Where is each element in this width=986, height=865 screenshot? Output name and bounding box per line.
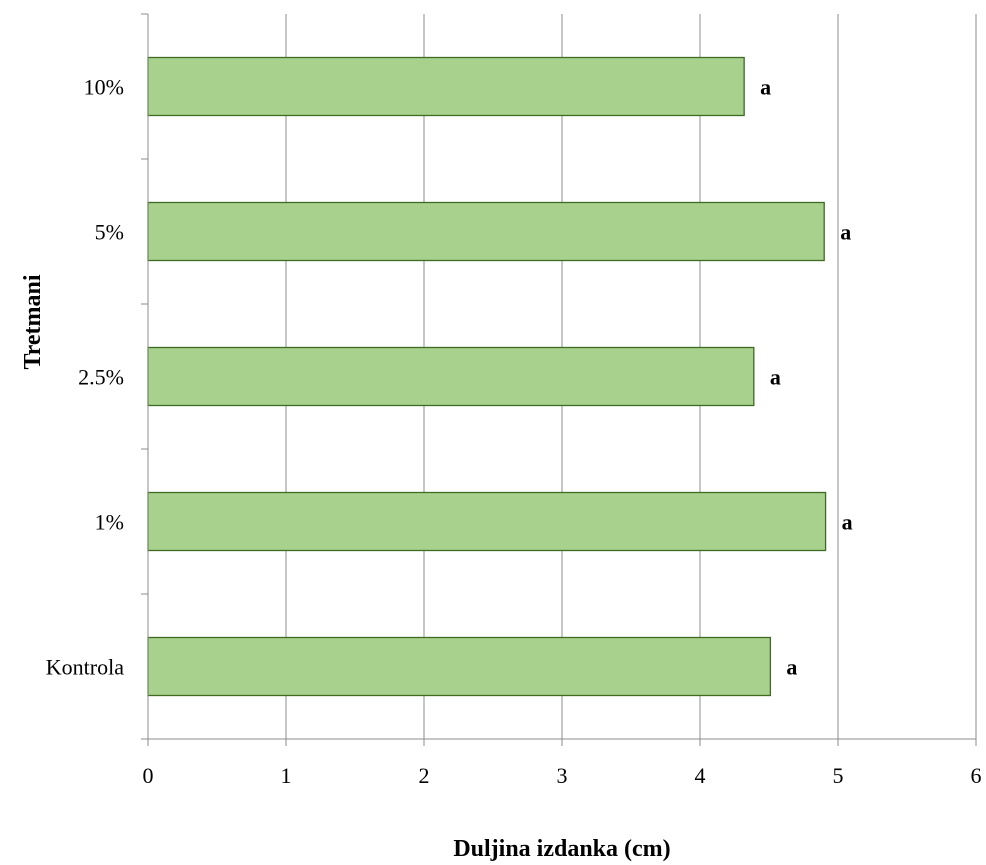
- x-axis-title: Duljina izdanka (cm): [453, 836, 670, 862]
- y-tick-label: Kontrola: [46, 655, 124, 680]
- bar-10%: [148, 58, 744, 116]
- x-tick-label: 1: [281, 763, 292, 788]
- x-tick-label: 5: [833, 763, 844, 788]
- data-label: a: [840, 220, 851, 245]
- x-tick-label: 2: [419, 763, 430, 788]
- y-tick-label: 10%: [84, 75, 124, 100]
- bars: [148, 58, 826, 696]
- bar-5%: [148, 203, 824, 261]
- x-tick-label: 6: [971, 763, 982, 788]
- data-label: a: [770, 365, 781, 390]
- y-axis-title: Tretmani: [20, 274, 46, 369]
- bar-Kontrola: [148, 638, 770, 696]
- y-tick-label: 1%: [95, 510, 124, 535]
- x-tick-label: 4: [695, 763, 706, 788]
- y-tick-label: 2.5%: [78, 365, 124, 390]
- y-tick-label: 5%: [95, 220, 124, 245]
- bar-1%: [148, 493, 826, 551]
- data-label: a: [842, 510, 853, 535]
- bar-2.5%: [148, 348, 754, 406]
- x-tick-label: 0: [143, 763, 154, 788]
- data-label: a: [786, 655, 797, 680]
- data-label: a: [760, 75, 771, 100]
- x-tick-label: 3: [557, 763, 568, 788]
